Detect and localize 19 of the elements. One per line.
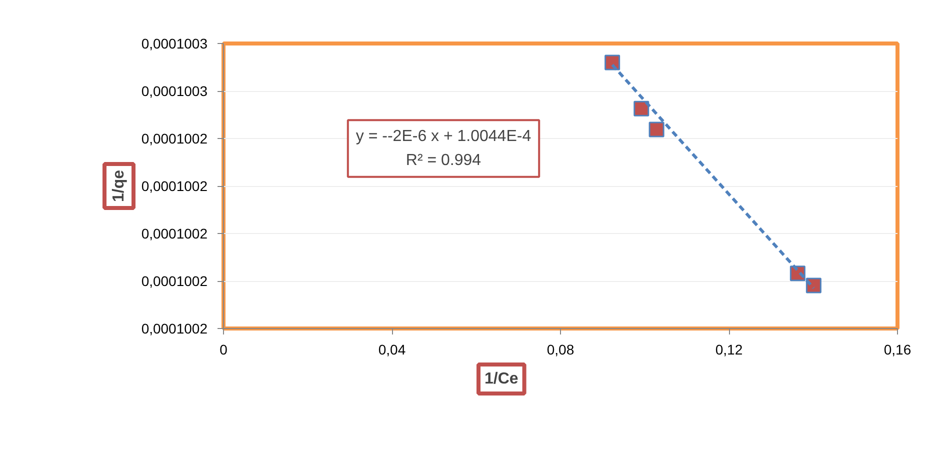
x-tick-label: 0,16 [884, 342, 912, 358]
point [648, 122, 664, 138]
x-axis-title: 1/Ce [484, 370, 518, 388]
x-tick-label: 0,04 [378, 342, 406, 358]
point [604, 54, 620, 70]
point [806, 278, 822, 294]
point [634, 100, 650, 116]
x-tick-label: 0,12 [715, 342, 743, 358]
y-axis-title: 1/qe [110, 170, 128, 202]
x-tick-label: 0 [220, 342, 228, 358]
y-tick-label: 0,0001002 [141, 226, 208, 242]
y-tick-label: 0,0001002 [141, 130, 208, 146]
x-tick-label: 0,08 [546, 342, 574, 358]
annotation: y = --2E-6 x + 1.0044E-4 R² = 0.994 [356, 128, 532, 169]
y-tick-label: 0,0001003 [141, 83, 208, 99]
y-tick-label: 0,0001002 [141, 178, 208, 194]
y-tick-label: 0,0001003 [141, 36, 208, 52]
y-tick-label: 0,0001002 [141, 320, 208, 336]
y-tick-label: 0,0001002 [141, 273, 208, 289]
